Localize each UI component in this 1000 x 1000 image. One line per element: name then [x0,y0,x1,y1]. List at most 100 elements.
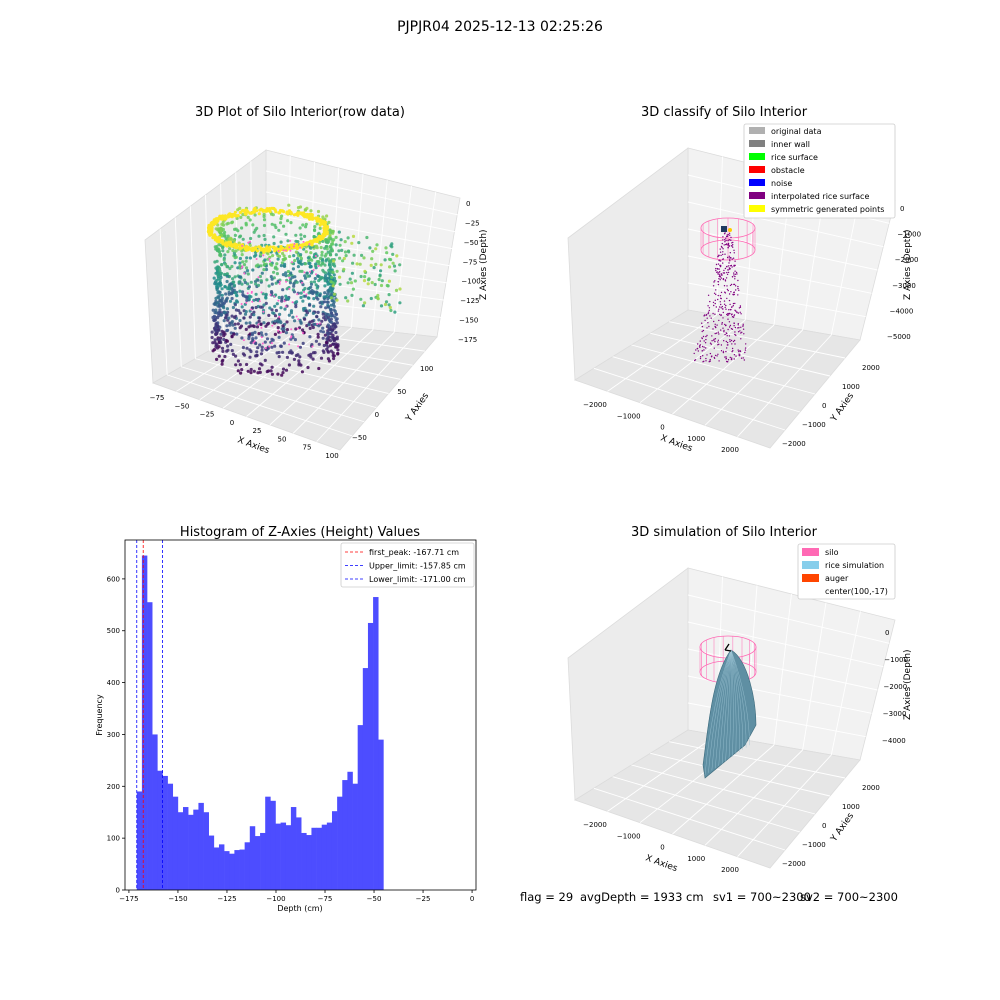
data-point [224,236,228,241]
data-point [238,264,242,268]
data-point [332,308,336,312]
data-point [735,289,737,291]
data-point [331,328,335,332]
data-point [729,265,731,267]
data-point [314,339,318,343]
data-point [226,250,230,254]
data-point [267,284,271,288]
data-point [730,283,733,286]
panel4-ytick: −1000 [802,841,826,849]
data-point [294,305,298,309]
panel1-xtick: 0 [230,419,234,427]
legend-label: rice surface [771,153,818,162]
data-point [236,369,240,373]
panel1-ztick: −175 [458,336,477,344]
data-point [346,236,350,240]
data-point [330,311,334,315]
data-point [209,222,214,227]
data-point [732,244,734,246]
data-point [231,352,235,356]
legend-swatch [802,561,819,569]
data-point [350,241,354,245]
data-point [327,331,332,335]
panel2-ztick: −3000 [892,282,916,290]
data-point [310,269,314,274]
data-point [300,370,304,374]
data-point [719,306,721,308]
data-point [301,283,305,287]
panel1-ztick: −100 [461,278,480,286]
grid-line [687,282,866,318]
data-point [230,288,234,292]
data-point [740,313,742,315]
legend-label: rice simulation [825,561,884,570]
data-point [326,300,330,304]
data-point [332,300,336,304]
data-point [296,265,300,269]
data-point [318,256,323,260]
data-point [237,309,241,313]
data-point [238,210,242,215]
histogram-bar [373,597,379,890]
data-point [717,255,719,258]
data-point [236,229,240,233]
data-point [220,262,224,267]
panel1-ztick: −125 [460,297,479,305]
data-point [325,214,329,218]
data-point [220,293,224,297]
data-point [729,309,732,311]
data-point [326,313,330,317]
data-point [242,278,247,282]
data-point [733,252,735,254]
data-point [726,347,728,349]
data-point [282,224,286,228]
data-point [719,264,721,267]
data-point [304,213,308,217]
footer-sv2: sv2 = 700~2300 [800,890,898,904]
surface-mesh [708,649,732,773]
data-point [250,331,255,335]
data-point [721,323,723,325]
grid-line [246,327,352,417]
data-point [237,280,241,284]
data-point [291,261,293,264]
data-point [269,275,273,279]
data-point [727,234,729,236]
data-point [248,256,252,260]
data-point [225,307,229,311]
data-point [305,271,309,275]
data-point [246,272,250,276]
data-point [262,310,265,313]
data-point [338,282,342,286]
data-point [719,279,721,281]
data-point [224,338,228,343]
data-point [308,320,312,324]
histogram-bar [285,825,292,890]
data-point [708,307,711,309]
data-point [370,281,374,285]
data-point [722,308,724,310]
data-point [254,292,258,296]
data-point [724,333,726,336]
data-point [270,222,274,226]
data-point [261,292,265,296]
data-point [734,285,737,287]
panel2-tick-labels: −2000 −1000 0 1000 2000 −2000 −1000 0 1000 2000 0 −… [583,205,921,454]
data-point [375,243,379,247]
data-point [215,248,220,252]
data-point [723,329,725,332]
data-point [729,259,731,261]
data-point [217,235,221,239]
data-point [256,283,261,287]
data-point [242,353,247,357]
data-point [248,315,252,319]
data-point [301,332,304,334]
data-point [733,264,735,267]
data-point [295,280,299,284]
data-point [318,301,322,305]
data-point [315,260,319,264]
data-point [733,283,735,286]
surface-mesh [730,649,734,757]
data-point [715,293,717,296]
panel2-xtick: 1000 [687,435,705,443]
